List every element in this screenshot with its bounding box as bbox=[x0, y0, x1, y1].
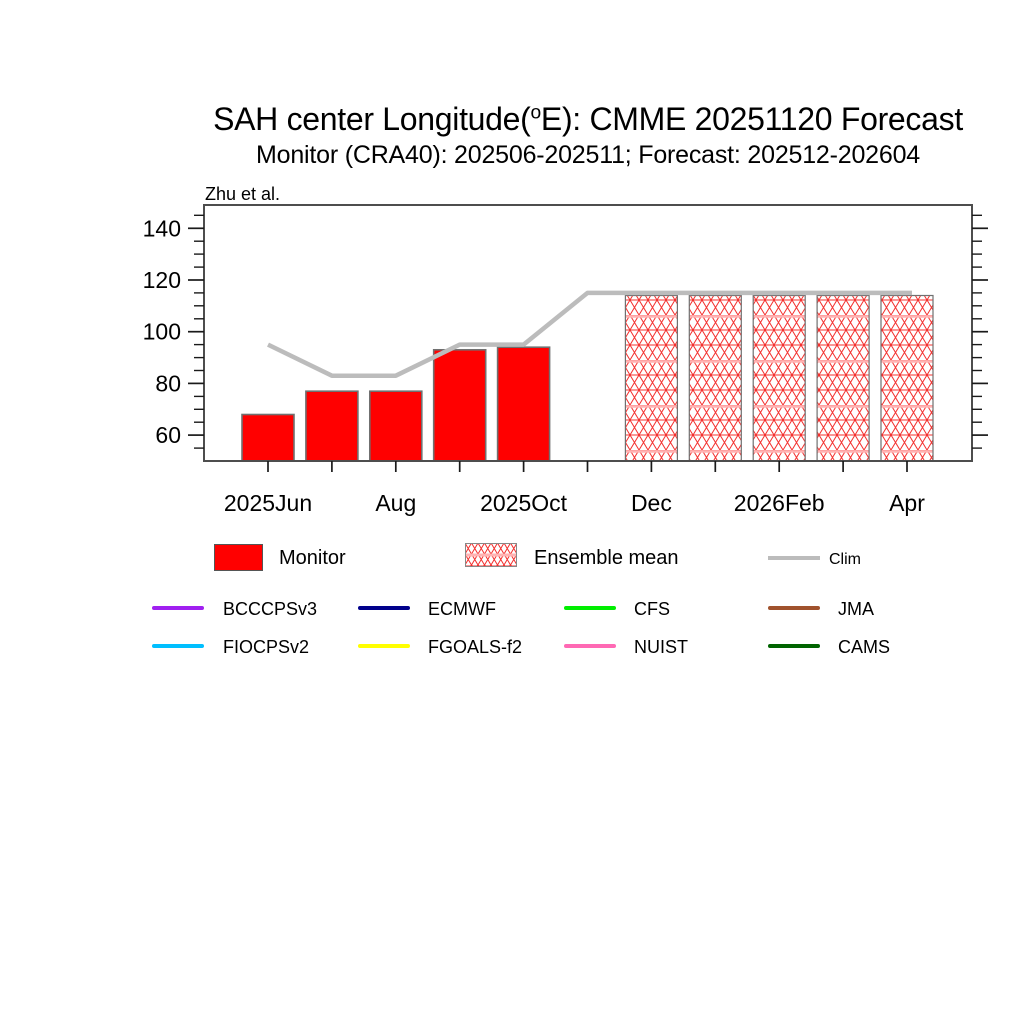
model-label-fgoals-f2: FGOALS-f2 bbox=[428, 637, 523, 657]
model-swatch-bcccpsv3 bbox=[152, 606, 204, 610]
model-swatch-fiocpsv2 bbox=[152, 644, 204, 648]
model-swatch-fgoals-f2 bbox=[358, 644, 410, 648]
monitor-bar-2025Sep bbox=[432, 348, 487, 462]
bars-layer bbox=[241, 294, 934, 462]
ensemble-legend-label: Ensemble mean bbox=[534, 547, 679, 569]
clim-line-layer bbox=[267, 290, 912, 378]
model-swatch-cfs bbox=[564, 606, 616, 610]
model-label-bcccpsv3: BCCCPSv3 bbox=[223, 599, 318, 619]
monitor-bar-2025Jul bbox=[305, 390, 359, 462]
title-text: SAH center Longitude( bbox=[213, 101, 531, 137]
model-swatch-nuist bbox=[564, 644, 616, 648]
monitor-legend-swatch bbox=[214, 544, 263, 571]
clim-line bbox=[267, 290, 912, 378]
model-label-nuist: NUIST bbox=[634, 637, 688, 657]
axis-labels-layer: 60 80 100 120 140 2025Jun Aug 2025Oct Dec 2026Feb… bbox=[143, 215, 926, 516]
ensemble-bar-2026Jan bbox=[688, 294, 742, 462]
x-axis-label: 2025Oct bbox=[480, 490, 568, 516]
x-axis-label: 2026Feb bbox=[734, 490, 825, 516]
monitor-legend-label: Monitor bbox=[279, 547, 346, 569]
author-annotation: Zhu et al. bbox=[205, 184, 281, 204]
clim-legend-label: Clim bbox=[829, 551, 861, 568]
y-axis-label: 80 bbox=[155, 370, 181, 396]
plot-area: 60 80 100 120 140 2025Jun Aug 2025Oct Dec 2026Feb… bbox=[143, 204, 988, 516]
y-axis-label: 140 bbox=[143, 215, 181, 241]
axes-layer bbox=[188, 204, 988, 472]
x-axis-label: 2025Jun bbox=[224, 490, 312, 516]
model-label-jma: JMA bbox=[838, 599, 874, 619]
ensemble-bar-2026Apr bbox=[880, 294, 934, 462]
monitor-bar-2025Oct bbox=[496, 346, 551, 462]
degree-superscript: o bbox=[530, 102, 542, 124]
model-label-ecmwf: ECMWF bbox=[428, 599, 496, 619]
model-swatch-ecmwf bbox=[358, 606, 410, 610]
model-swatch-jma bbox=[768, 606, 820, 610]
page-subtitle: Monitor (CRA40): 202506-202511; Forecast… bbox=[256, 141, 920, 169]
ensemble-bar-2026Mar bbox=[816, 294, 870, 462]
ensemble-bar-2025Dec bbox=[624, 294, 679, 462]
title-text-suffix: E): CMME 20251120 Forecast bbox=[540, 101, 963, 137]
model-label-cfs: CFS bbox=[634, 599, 670, 619]
y-axis-label: 60 bbox=[155, 422, 181, 448]
model-label-fiocpsv2: FIOCPSv2 bbox=[223, 637, 310, 657]
y-axis-label: 100 bbox=[143, 319, 181, 345]
ensemble-bar-2026Feb bbox=[752, 294, 806, 462]
ensemble-legend-swatch bbox=[465, 543, 517, 567]
x-axis-label: Dec bbox=[631, 490, 672, 516]
x-axis-label: Apr bbox=[889, 490, 925, 516]
monitor-bar-2025Jun bbox=[241, 413, 295, 462]
clim-legend-swatch bbox=[768, 556, 820, 560]
y-axis-label: 120 bbox=[143, 267, 181, 293]
model-label-cams: CAMS bbox=[838, 637, 891, 657]
page-title: SAH center Longitude(oE): CMME 20251120 … bbox=[200, 101, 976, 138]
model-swatch-cams bbox=[768, 644, 820, 648]
x-axis-label: Aug bbox=[375, 490, 416, 516]
monitor-bar-2025Aug bbox=[368, 390, 423, 462]
